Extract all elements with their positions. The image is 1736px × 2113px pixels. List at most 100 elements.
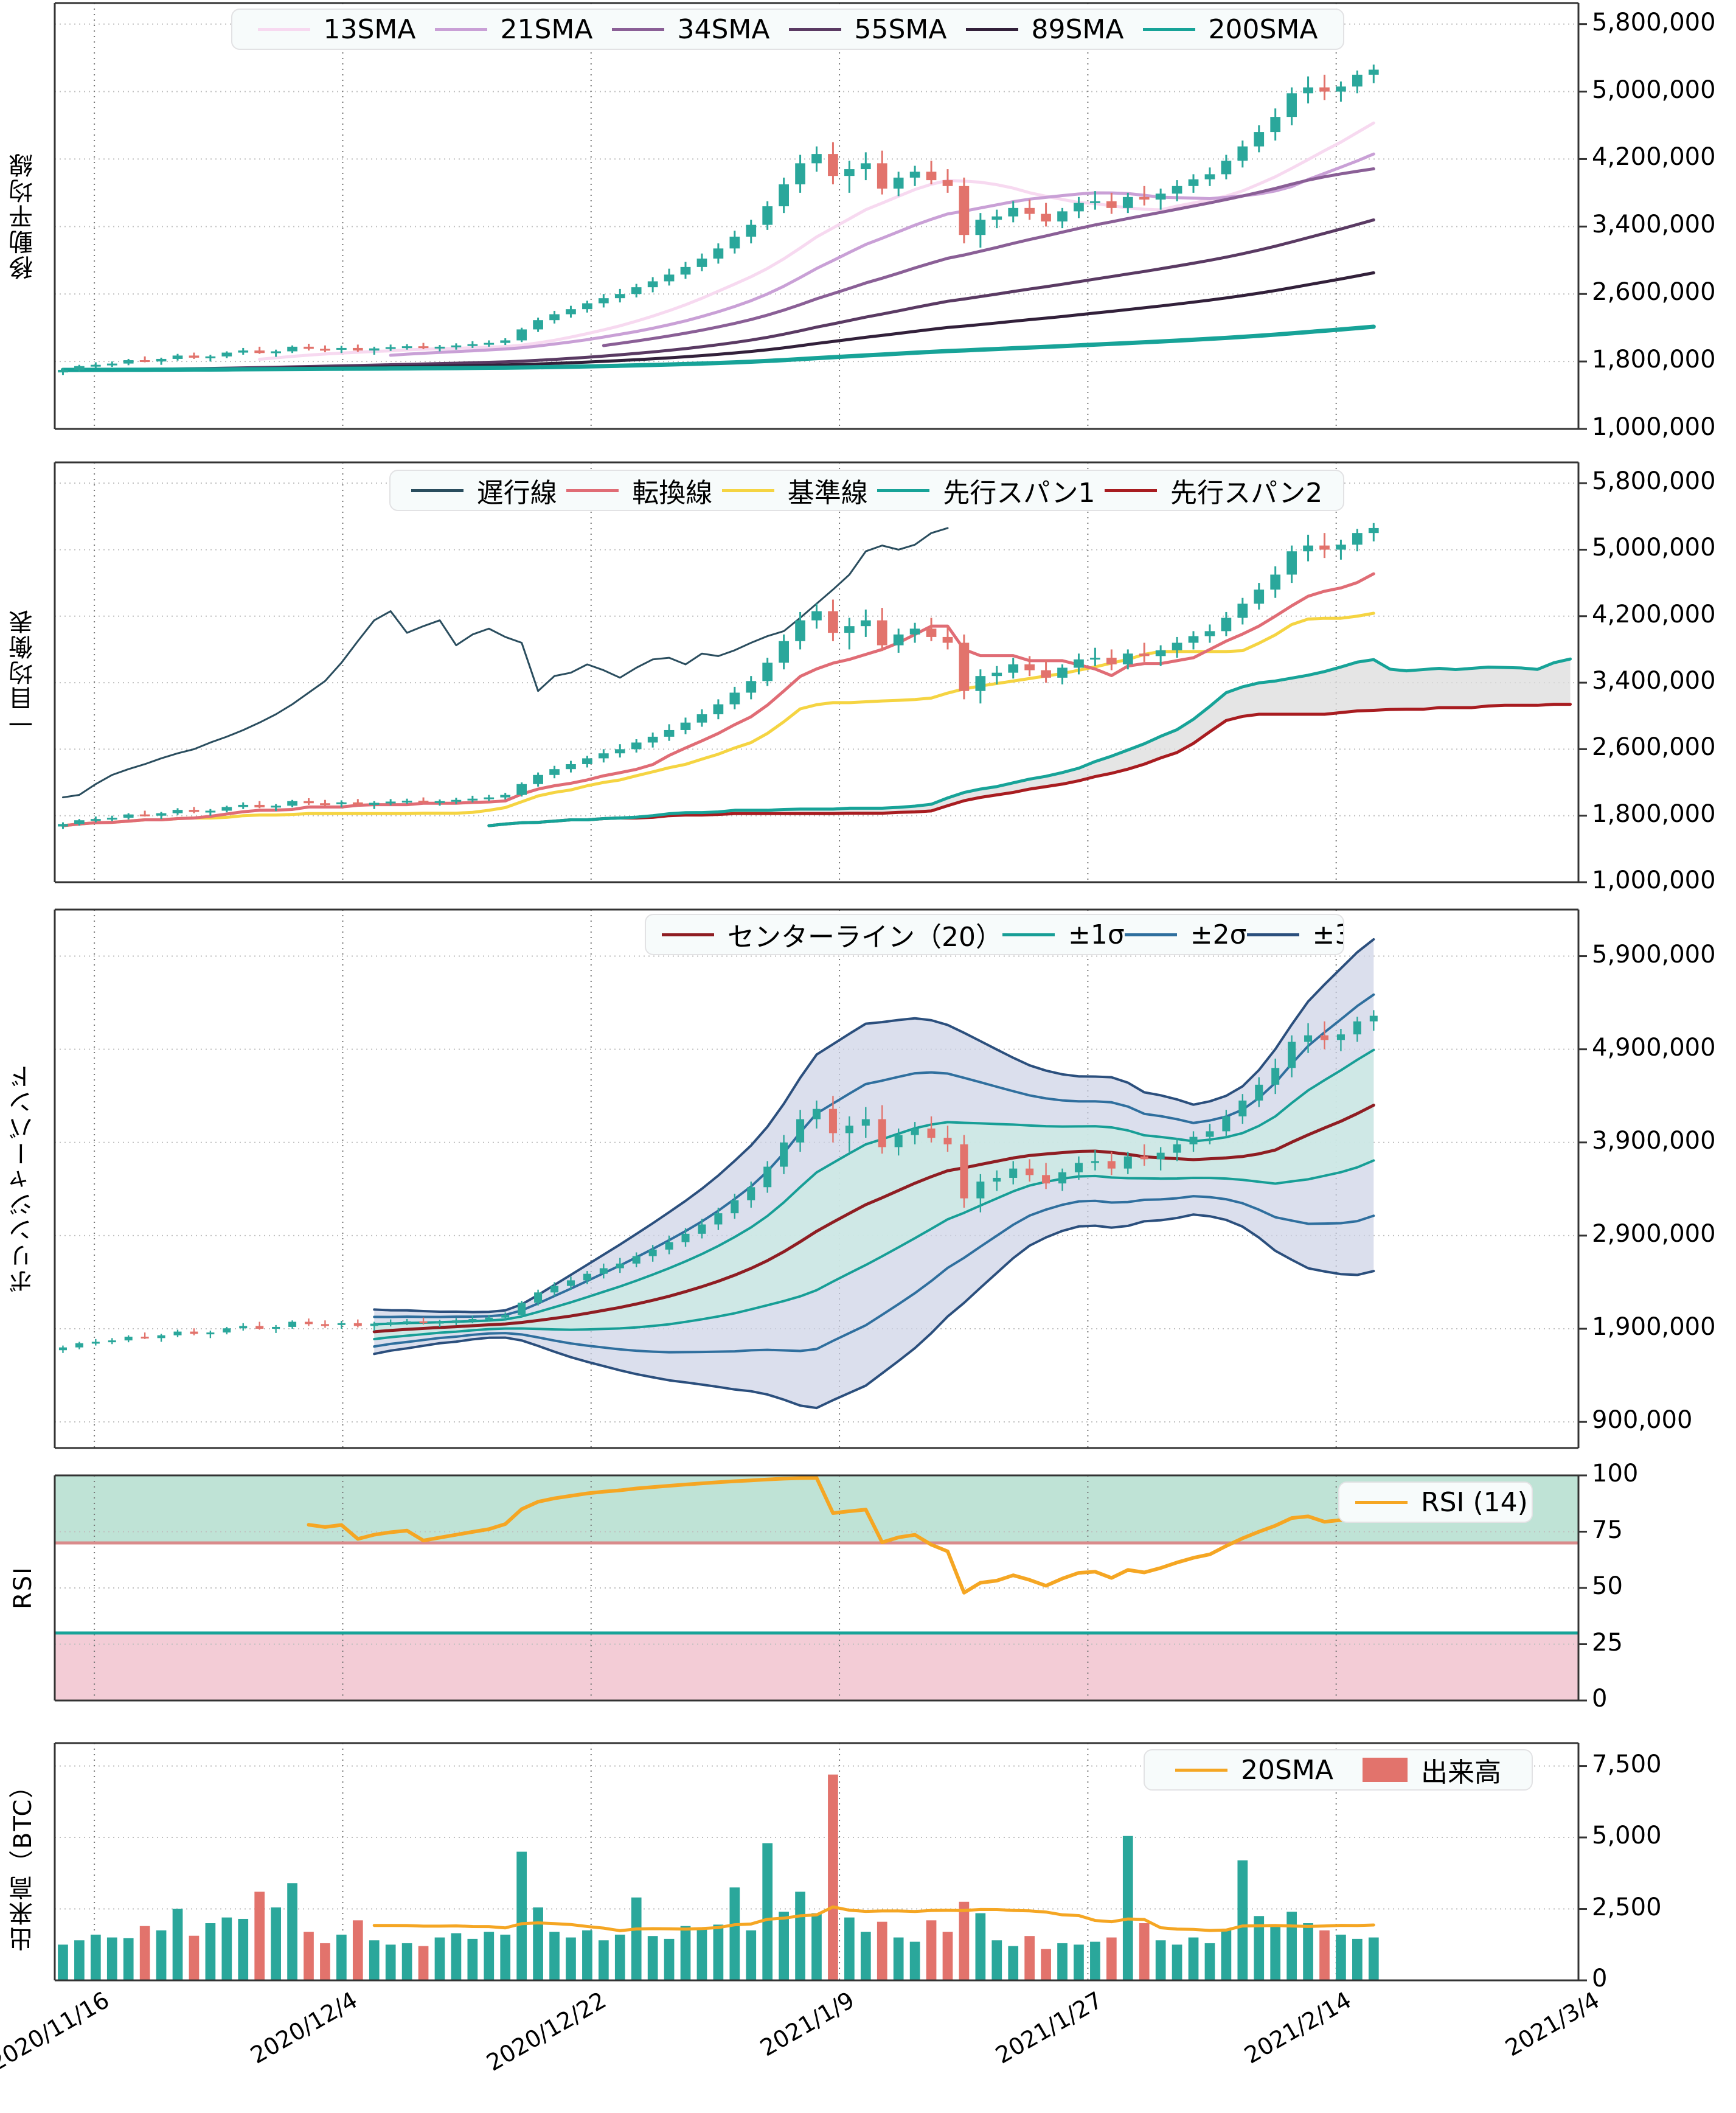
panel-rsi [0, 1474, 1736, 1702]
axis-label-bollinger: ボリンジャーバンド [9, 1063, 37, 1294]
legend-label: 20SMA [1241, 1754, 1333, 1786]
ytick-volume-3: 0 [1592, 1965, 1608, 1993]
legend-marker-icon [1124, 933, 1177, 936]
legend-item-bollinger-3[interactable]: ±3 [1246, 919, 1344, 950]
ytick-rsi-1: 75 [1592, 1516, 1623, 1544]
legend-marker-icon [566, 489, 619, 492]
legend-label: ±2σ [1190, 919, 1247, 950]
legend-item-ichimoku-3[interactable]: 先行スパン1 [877, 471, 1095, 510]
ytick-volume-2: 2,500 [1592, 1893, 1662, 1921]
legend-label: RSI (14) [1421, 1486, 1528, 1518]
legend-item-ichimoku-4[interactable]: 先行スパン2 [1105, 471, 1322, 510]
legend-item-bollinger-0[interactable]: センターライン（20） [662, 915, 1002, 954]
legend-marker-icon [1355, 1500, 1408, 1504]
legend-label: センターライン（20） [727, 922, 1002, 953]
ytick-bollinger-3: 2,900,000 [1592, 1219, 1716, 1248]
legend-item-ichimoku-0[interactable]: 遅行線 [411, 471, 557, 510]
legend-marker-icon [611, 27, 664, 31]
ytick-volume-0: 7,500 [1592, 1750, 1662, 1778]
legend-item-sma-1[interactable]: 21SMA [434, 13, 593, 45]
legend-marker-icon [965, 27, 1018, 31]
legend-marker-icon [257, 27, 310, 31]
ytick-rsi-2: 50 [1592, 1572, 1623, 1600]
legend-volume: 20SMA 出来高 [1144, 1749, 1533, 1791]
xtick-4: 2021/1/27 [991, 1986, 1108, 2069]
panel-volume [0, 1742, 1736, 1982]
legend-marker-icon [1362, 1758, 1408, 1782]
panel-sma [0, 2, 1736, 430]
legend-marker-icon [1002, 933, 1055, 936]
legend-label: 遅行線 [476, 478, 557, 509]
legend-item-sma-0[interactable]: 13SMA [257, 13, 416, 45]
legend-label: 200SMA [1208, 13, 1318, 45]
ytick-ichimoku-0: 5,800,000 [1592, 467, 1716, 496]
ytick-bollinger-2: 3,900,000 [1592, 1126, 1716, 1155]
legend-marker-icon [877, 489, 930, 492]
xtick-3: 2021/1/9 [755, 1986, 859, 2062]
axis-label-ichimoku: 一目均衡表 [9, 608, 37, 736]
ytick-bollinger-0: 5,900,000 [1592, 940, 1716, 969]
legend-item-ichimoku-1[interactable]: 転換線 [566, 471, 712, 510]
ytick-ichimoku-3: 3,400,000 [1592, 667, 1716, 695]
legend-item-bollinger-1[interactable]: ±1σ [1002, 919, 1125, 950]
ytick-sma-2: 4,200,000 [1592, 143, 1716, 172]
ytick-ichimoku-1: 5,000,000 [1592, 534, 1716, 562]
ytick-sma-4: 2,600,000 [1592, 278, 1716, 307]
legend-label: ±3 [1312, 919, 1344, 950]
legend-marker-icon [1105, 489, 1158, 492]
ytick-ichimoku-2: 4,200,000 [1592, 600, 1716, 628]
legend-item-sma-5[interactable]: 200SMA [1142, 13, 1318, 45]
legend-item-ichimoku-2[interactable]: 基準線 [721, 471, 868, 510]
legend-label: 先行スパン2 [1170, 478, 1323, 509]
legend-label: 出来高 [1420, 1757, 1501, 1788]
ytick-bollinger-4: 1,900,000 [1592, 1313, 1716, 1341]
legend-item-sma-2[interactable]: 34SMA [611, 13, 770, 45]
legend-item-rsi-0[interactable]: RSI (14) [1355, 1487, 1528, 1518]
ytick-ichimoku-4: 2,600,000 [1592, 733, 1716, 762]
legend-label: 転換線 [632, 478, 713, 509]
legend-marker-icon [721, 489, 774, 492]
xtick-1: 2020/12/4 [246, 1986, 363, 2069]
legend-sma: 13SMA 21SMA 34SMA 55SMA 89SMA 200SMA [231, 9, 1344, 50]
axis-label-sma: 移動平均線 [9, 152, 37, 280]
legend-item-sma-3[interactable]: 55SMA [788, 13, 947, 45]
ytick-ichimoku-6: 1,000,000 [1592, 866, 1716, 894]
legend-ichimoku: 遅行線 転換線 基準線 先行スパン1 先行スパン2 [389, 470, 1344, 511]
legend-label: 89SMA [1031, 13, 1124, 45]
ytick-rsi-3: 25 [1592, 1628, 1623, 1657]
legend-marker-icon [788, 27, 841, 31]
legend-item-bollinger-2[interactable]: ±2σ [1124, 919, 1247, 950]
legend-item-sma-4[interactable]: 89SMA [965, 13, 1124, 45]
legend-marker-icon [411, 489, 464, 492]
legend-label: ±1σ [1068, 919, 1125, 950]
legend-rsi: RSI (14) [1338, 1481, 1533, 1523]
legend-label: 34SMA [677, 13, 770, 45]
ytick-ichimoku-5: 1,800,000 [1592, 799, 1716, 828]
panel-bollinger [0, 908, 1736, 1449]
ytick-sma-1: 5,000,000 [1592, 75, 1716, 104]
ytick-volume-1: 5,000 [1592, 1822, 1662, 1850]
legend-label: 55SMA [854, 13, 947, 45]
ytick-rsi-4: 0 [1592, 1685, 1608, 1713]
axis-label-rsi: RSI [9, 1566, 37, 1610]
ytick-sma-6: 1,000,000 [1592, 413, 1716, 441]
legend-item-volume-1[interactable]: 出来高 [1362, 1750, 1501, 1789]
legend-label: 先行スパン1 [943, 478, 1095, 509]
legend-bollinger: センターライン（20） ±1σ ±2σ ±3 [645, 914, 1344, 955]
ytick-sma-3: 3,400,000 [1592, 211, 1716, 239]
xtick-2: 2020/12/22 [482, 1986, 611, 2076]
ytick-rsi-0: 100 [1592, 1460, 1639, 1488]
legend-label: 13SMA [323, 13, 416, 45]
panel-ichimoku [0, 461, 1736, 883]
legend-marker-icon [1175, 1768, 1227, 1772]
legend-marker-icon [662, 933, 714, 936]
legend-label: 21SMA [500, 13, 593, 45]
axis-label-volume: 出来高（BTC） [9, 1772, 37, 1951]
legend-item-volume-0[interactable]: 20SMA [1175, 1755, 1333, 1786]
legend-marker-icon [434, 27, 487, 31]
legend-marker-icon [1142, 27, 1195, 31]
xtick-0: 2020/11/16 [0, 1986, 114, 2076]
legend-label: 基準線 [787, 478, 868, 509]
xtick-5: 2021/2/14 [1239, 1986, 1356, 2069]
